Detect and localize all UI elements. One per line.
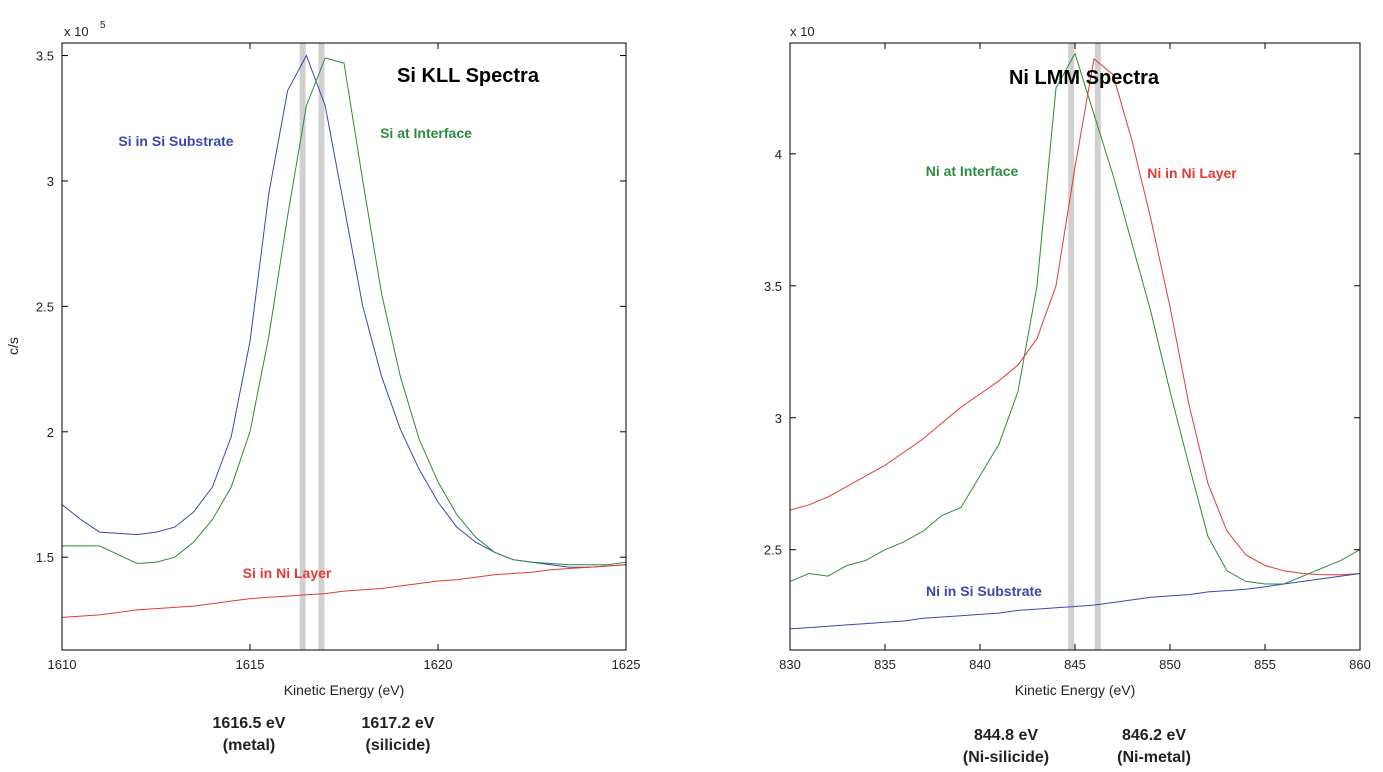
y-tick-label: 2 xyxy=(47,425,54,440)
y-tick-label: 3 xyxy=(775,411,782,426)
y-tick-label: 3.5 xyxy=(764,279,782,294)
x-tick-label: 845 xyxy=(1064,657,1086,672)
chart-title: Si KLL Spectra xyxy=(397,65,540,87)
y-tick-label: 1.5 xyxy=(36,550,54,565)
y-tick-label: 4 xyxy=(775,147,782,162)
x-tick-label: 835 xyxy=(874,657,896,672)
peak-phase-label: (Ni-metal) xyxy=(1117,749,1191,766)
y-exponent-power: 5 xyxy=(100,20,106,31)
series-label-0: Si in Si Substrate xyxy=(118,133,233,149)
y-tick-label: 2.5 xyxy=(764,543,782,558)
x-tick-label: 1615 xyxy=(236,657,265,672)
peak-energy-label: 844.8 eV xyxy=(974,727,1038,744)
series-line-1 xyxy=(790,57,1360,576)
y-tick-label: 2.5 xyxy=(36,299,54,314)
x-tick-label: 1610 xyxy=(48,657,77,672)
series-label-1: Ni in Ni Layer xyxy=(1147,165,1237,181)
peak-band-1 xyxy=(318,43,325,650)
peak-band-1 xyxy=(1094,43,1101,650)
series-label-2: Si in Ni Layer xyxy=(243,565,332,581)
peak-energy-label: 846.2 eV xyxy=(1122,727,1186,744)
peak-phase-label: (Ni-silicide) xyxy=(963,749,1049,766)
x-tick-label: 1620 xyxy=(424,657,453,672)
peak-energy-label: 1616.5 eV xyxy=(213,715,286,732)
plot-frame xyxy=(61,42,627,651)
peak-band-0 xyxy=(1068,43,1075,650)
series-label-0: Ni at Interface xyxy=(926,163,1019,179)
x-axis-label: Kinetic Energy (eV) xyxy=(284,682,405,698)
ni-lmm-chart: 2.5 3 3.5 4 830 835 840 845 850 855 860 x 10 Kinetic… xyxy=(764,24,1371,766)
y-exponent-label: x 10 xyxy=(64,24,89,39)
peak-phase-label: (silicide) xyxy=(366,737,431,754)
x-tick-label: 840 xyxy=(969,657,991,672)
series-group xyxy=(62,54,626,618)
plot-frame xyxy=(789,42,1361,651)
si-kll-chart: 1.5 2 2.5 3 3.5 1610 1615 1620 1625 x 10 5 Kinetic … xyxy=(5,20,640,754)
x-tick-label: 855 xyxy=(1254,657,1276,672)
peak-energy-label: 1617.2 eV xyxy=(362,715,435,732)
series-line-1 xyxy=(62,57,626,566)
x-tick-label: 830 xyxy=(779,657,801,672)
series-line-2 xyxy=(62,564,626,618)
series-label-2: Ni in Si Substrate xyxy=(926,583,1042,599)
y-tick-label: 3 xyxy=(47,174,54,189)
y-tick-label: 3.5 xyxy=(36,49,54,64)
series-line-0 xyxy=(790,52,1360,585)
chart-title: Ni LMM Spectra xyxy=(1009,67,1160,89)
x-tick-label: 850 xyxy=(1159,657,1181,672)
x-axis-label: Kinetic Energy (eV) xyxy=(1015,682,1136,698)
series-label-1: Si at Interface xyxy=(380,125,472,141)
y-axis-label: c/s xyxy=(5,337,21,355)
x-tick-label: 1625 xyxy=(612,657,641,672)
peak-phase-label: (metal) xyxy=(223,737,275,754)
series-group xyxy=(790,52,1360,630)
x-tick-label: 860 xyxy=(1349,657,1371,672)
peak-band-0 xyxy=(299,43,306,650)
series-line-2 xyxy=(790,573,1360,630)
y-exponent-label: x 10 xyxy=(790,24,815,39)
